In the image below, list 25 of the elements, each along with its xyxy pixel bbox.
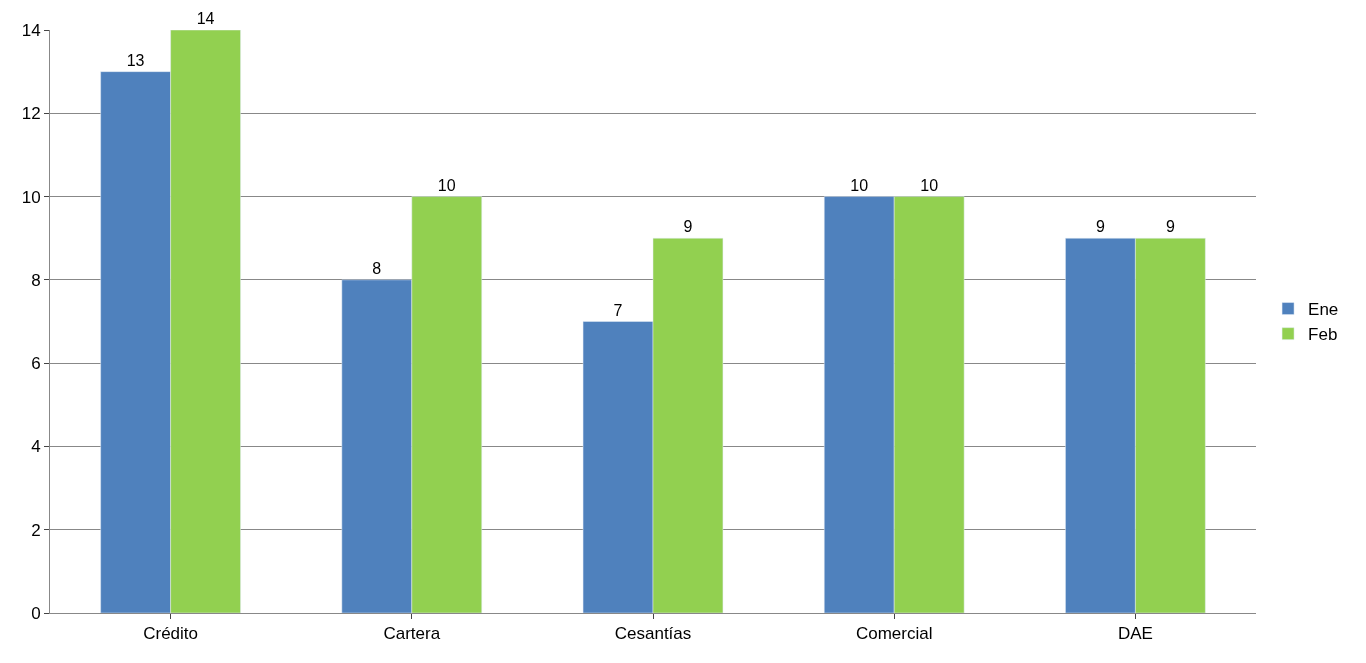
legend-label: Ene — [1308, 300, 1339, 320]
y-tick-label: 4 — [31, 437, 41, 457]
x-tick-label: Crédito — [143, 624, 199, 644]
x-tick-label: Cesantías — [614, 624, 692, 644]
data-label: 14 — [196, 10, 215, 27]
x-tick-label: DAE — [1117, 624, 1153, 644]
data-label: 9 — [1165, 218, 1175, 236]
data-label: 10 — [850, 176, 869, 194]
y-tick-label: 6 — [31, 354, 41, 374]
y-tick-label: 8 — [31, 270, 41, 290]
y-tick-label: 0 — [31, 603, 41, 623]
data-label: 10 — [437, 176, 456, 194]
data-label: 8 — [372, 259, 382, 277]
data-label: 9 — [683, 218, 693, 236]
legend-label: Feb — [1308, 325, 1338, 345]
y-tick-label: 12 — [21, 104, 41, 124]
data-label: 9 — [1095, 218, 1105, 236]
y-tick-label: 2 — [31, 520, 41, 540]
data-label: 13 — [126, 51, 145, 69]
y-tick-label: 10 — [21, 187, 41, 207]
data-label: 7 — [613, 301, 623, 319]
x-tick-label: Cartera — [383, 624, 441, 644]
y-tick-label: 14 — [21, 20, 41, 40]
data-label: 10 — [920, 176, 939, 194]
x-tick-label: Comercial — [855, 624, 933, 644]
